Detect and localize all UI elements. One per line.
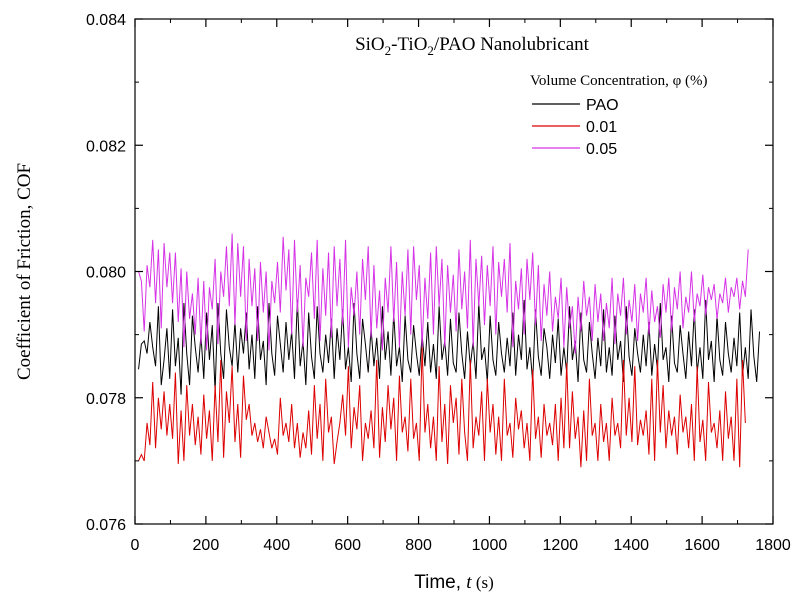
y-tick-label: 0.078 xyxy=(86,391,126,408)
x-axis-label-prefix: Time, xyxy=(414,572,466,593)
y-axis-label: Coefficient of Friction, COF xyxy=(14,163,35,380)
tick-labels: 0 200 400 600 800 1000 1200 1400 1600 1800 0.076 0.… xyxy=(86,12,791,554)
title-subscript: 2 xyxy=(385,43,392,58)
x-axis-label-unit: (s) xyxy=(472,573,494,592)
x-tick-label: 1400 xyxy=(613,537,649,554)
series-line-0-01 xyxy=(138,347,746,468)
legend: Volume Concentration, φ (%) PAO 0.01 0.05 xyxy=(530,73,708,158)
series-line-0-05 xyxy=(138,233,749,354)
x-tick-label: 1000 xyxy=(472,537,508,554)
x-axis-label-variable: t xyxy=(466,572,472,593)
title-text: -TiO xyxy=(391,34,427,55)
series-layer xyxy=(138,233,761,468)
title-text: /PAO Nanolubricant xyxy=(434,34,590,55)
y-tick-label: 0.076 xyxy=(86,517,126,534)
chart-title: SiO2-TiO2/PAO Nanolubricant xyxy=(355,34,590,58)
x-tick-label: 0 xyxy=(131,537,140,554)
y-tick-label: 0.080 xyxy=(86,265,126,282)
title-text: SiO xyxy=(355,34,385,55)
x-tick-label: 600 xyxy=(334,537,361,554)
axis-ticks xyxy=(134,18,774,525)
x-tick-label: 400 xyxy=(263,537,290,554)
legend-label: PAO xyxy=(586,97,619,114)
x-tick-label: 800 xyxy=(405,537,432,554)
y-tick-label: 0.082 xyxy=(86,138,126,155)
series-line-pao xyxy=(138,299,761,395)
legend-entries: PAO 0.01 0.05 xyxy=(532,97,619,158)
x-tick-label: 1200 xyxy=(543,537,579,554)
x-tick-label: 1800 xyxy=(755,537,791,554)
x-tick-label: 1600 xyxy=(684,537,720,554)
x-axis-label: Time, t (s) xyxy=(414,572,494,593)
legend-label: 0.05 xyxy=(586,141,617,158)
title-subscript: 2 xyxy=(427,43,434,58)
y-tick-label: 0.084 xyxy=(86,12,126,29)
legend-title: Volume Concentration, φ (%) xyxy=(530,73,708,89)
x-tick-label: 200 xyxy=(193,537,220,554)
legend-label: 0.01 xyxy=(586,119,617,136)
